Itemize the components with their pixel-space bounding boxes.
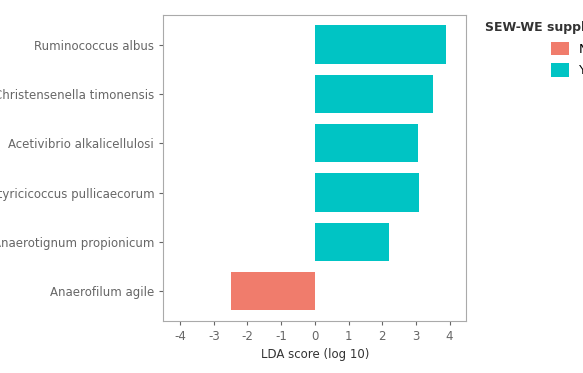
X-axis label: LDA score (log 10): LDA score (log 10) bbox=[261, 348, 369, 361]
Bar bbox=[315, 75, 433, 113]
Bar bbox=[315, 124, 417, 162]
Bar bbox=[315, 223, 389, 261]
Bar bbox=[231, 272, 315, 310]
Bar bbox=[315, 173, 419, 212]
Legend: No, Yes: No, Yes bbox=[485, 21, 583, 77]
Bar bbox=[315, 25, 446, 64]
